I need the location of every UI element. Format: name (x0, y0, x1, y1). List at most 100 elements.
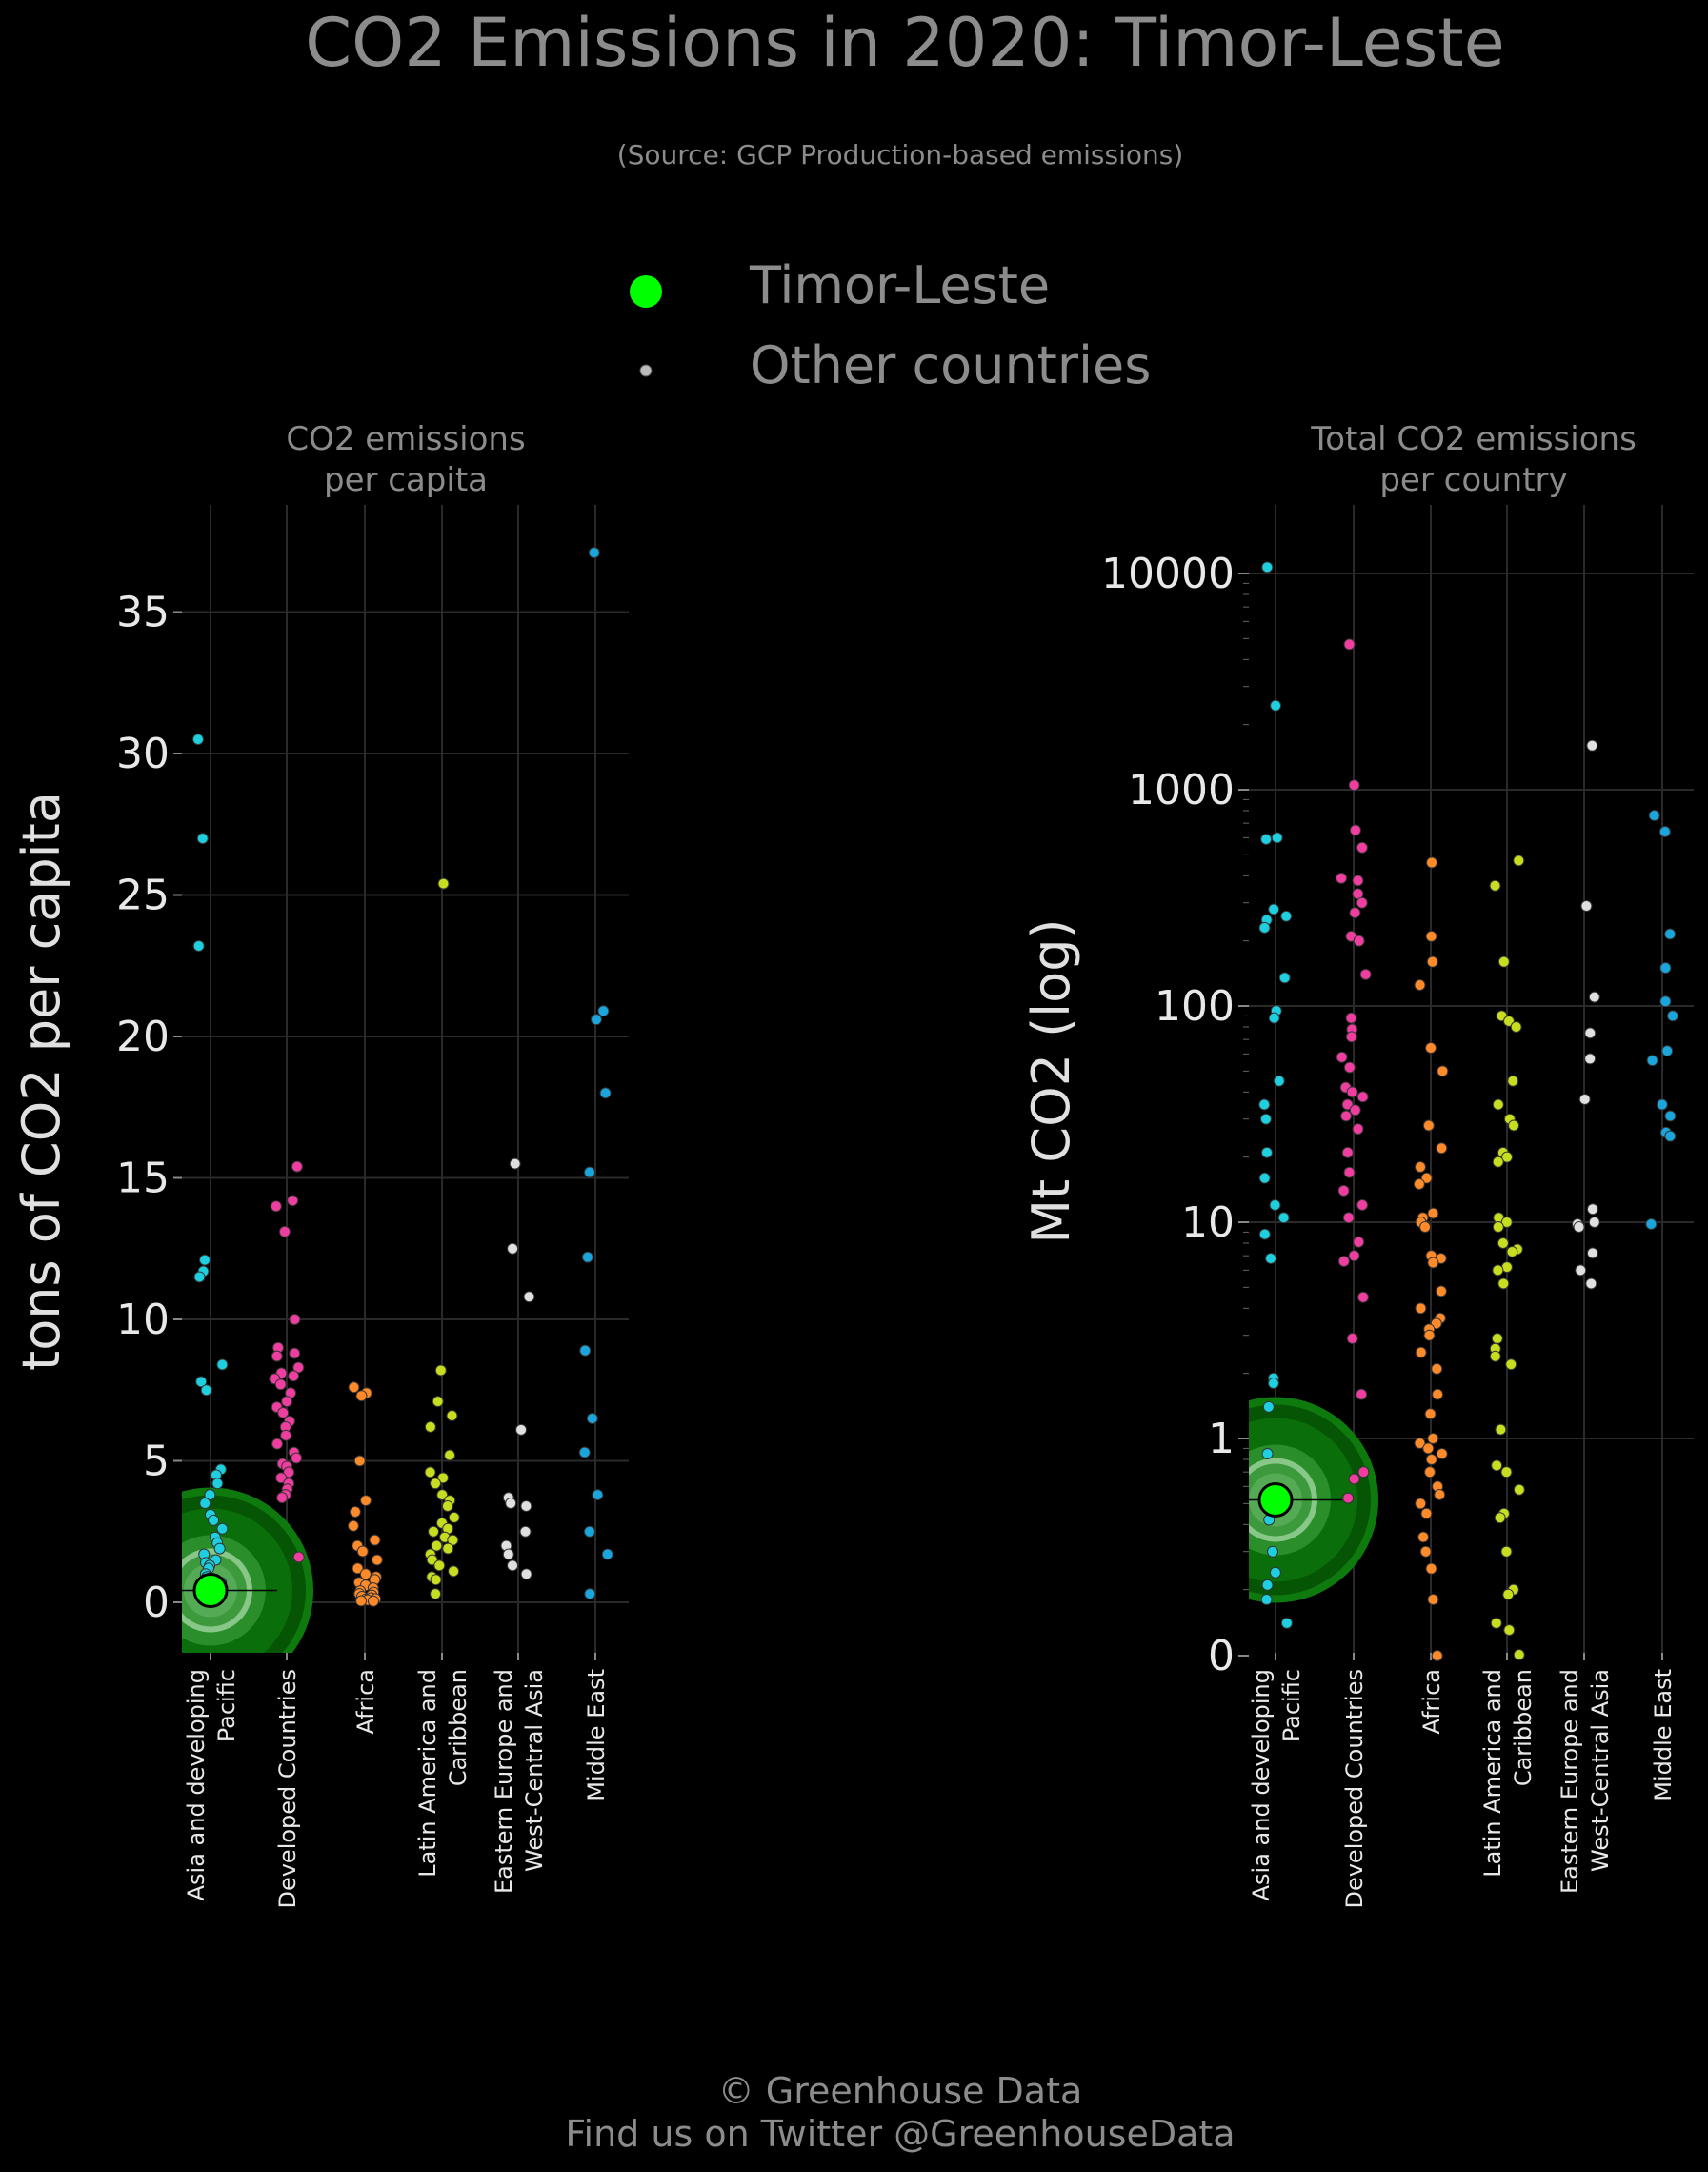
data-point (276, 1492, 289, 1504)
data-point (1513, 1649, 1525, 1660)
data-point (1666, 1010, 1678, 1022)
y-tick-label: 10 (116, 1296, 170, 1344)
x-tick-label: Caribbean (445, 1669, 472, 1786)
data-point (1357, 1466, 1370, 1478)
data-point (367, 1595, 379, 1607)
data-point (597, 1005, 610, 1017)
data-point (1580, 900, 1593, 913)
data-point (505, 1498, 517, 1510)
data-point (1586, 739, 1598, 752)
data-point (1261, 1579, 1274, 1591)
data-point (447, 1534, 459, 1546)
data-point (1588, 1217, 1600, 1228)
data-point (1437, 1065, 1449, 1077)
data-point (292, 1361, 305, 1374)
data-point (592, 1489, 604, 1501)
data-point (1584, 1053, 1597, 1065)
data-point (1268, 903, 1280, 915)
y-tick-label: 1000 (1128, 766, 1235, 814)
data-point (1573, 1221, 1585, 1234)
data-point (1500, 1466, 1513, 1478)
x-tick-label: Middle East (583, 1669, 610, 1801)
data-point (1645, 1217, 1658, 1230)
data-point (1340, 1110, 1353, 1122)
data-point (430, 1588, 442, 1600)
data-point (1507, 1075, 1519, 1087)
data-point (371, 1554, 383, 1566)
legend-marker-highlight (630, 275, 662, 308)
data-point (519, 1525, 532, 1538)
data-point (1352, 875, 1364, 887)
legend-label-other: Other countries (750, 335, 1152, 395)
data-point (1424, 1466, 1437, 1478)
data-point (270, 1200, 282, 1213)
data-point (1348, 1250, 1360, 1262)
data-point (1425, 1562, 1437, 1575)
x-tick-label: Pacific (213, 1669, 240, 1741)
data-point (1413, 1178, 1425, 1191)
data-point (353, 1455, 366, 1467)
data-point (1356, 1199, 1369, 1212)
data-point (1510, 1020, 1522, 1033)
data-point (1414, 1438, 1426, 1450)
data-point (1423, 1329, 1436, 1341)
data-point (581, 1251, 593, 1263)
data-point (433, 1559, 446, 1572)
highlight-point (1257, 1481, 1294, 1518)
data-point (1271, 832, 1283, 844)
data-point (349, 1505, 361, 1518)
data-point (192, 734, 204, 746)
x-tick-label: Africa (1418, 1669, 1445, 1734)
x-tick-label: Asia and developing (1248, 1669, 1275, 1900)
data-point (507, 1242, 519, 1255)
data-point (1261, 1448, 1274, 1460)
data-point (355, 1595, 368, 1607)
data-point (289, 1314, 301, 1325)
data-point (213, 1542, 226, 1555)
data-point (583, 1166, 595, 1178)
data-point (424, 1466, 436, 1478)
data-point (1661, 1045, 1674, 1057)
x-tick-label: Developed Countries (274, 1669, 301, 1909)
data-point (355, 1390, 368, 1402)
data-point (1492, 1264, 1504, 1277)
panel-total: 0 1 10 100 1000 10000 Mt CO2 (log) Asia and dev… (1021, 505, 1694, 1909)
data-point (1497, 955, 1510, 968)
data-point (1415, 1498, 1427, 1510)
data-point (275, 1472, 288, 1484)
data-point (1348, 1473, 1360, 1485)
data-point (599, 1087, 612, 1099)
y-tick-label: 10000 (1101, 550, 1235, 598)
data-point (1427, 1433, 1439, 1444)
data-point (1419, 1221, 1432, 1234)
data-point (1341, 1098, 1354, 1111)
data-point (1434, 1488, 1446, 1500)
data-point (1424, 1408, 1437, 1420)
data-point (281, 1396, 293, 1408)
data-point (437, 1472, 450, 1484)
data-point (1348, 779, 1360, 792)
y-tick-label: 25 (116, 872, 170, 920)
data-point (1349, 907, 1361, 919)
data-point (1278, 972, 1291, 984)
y-tick-label: 5 (143, 1438, 170, 1486)
data-point (1658, 825, 1671, 837)
data-point (291, 1160, 303, 1173)
data-point (288, 1370, 300, 1382)
data-point (287, 1195, 299, 1207)
chart-title: CO2 Emissions in 2020: Timor-Leste (305, 4, 1505, 82)
data-point (271, 1438, 284, 1450)
panel-title-per-capita: CO2 emissions per capita (215, 419, 596, 501)
panel-title-total-line2: per country (1379, 461, 1568, 499)
data-point (1508, 1119, 1520, 1132)
y-axis-label: Mt CO2 (log) (1021, 918, 1081, 1243)
data-point (1500, 1217, 1513, 1228)
data-point (1270, 699, 1282, 712)
y-tick-label: 20 (116, 1013, 170, 1061)
data-point (1346, 1086, 1358, 1098)
data-point (448, 1565, 460, 1578)
data-point (1346, 1333, 1358, 1345)
data-point (192, 939, 205, 952)
data-point (1503, 1624, 1516, 1637)
data-point (1491, 1333, 1503, 1345)
